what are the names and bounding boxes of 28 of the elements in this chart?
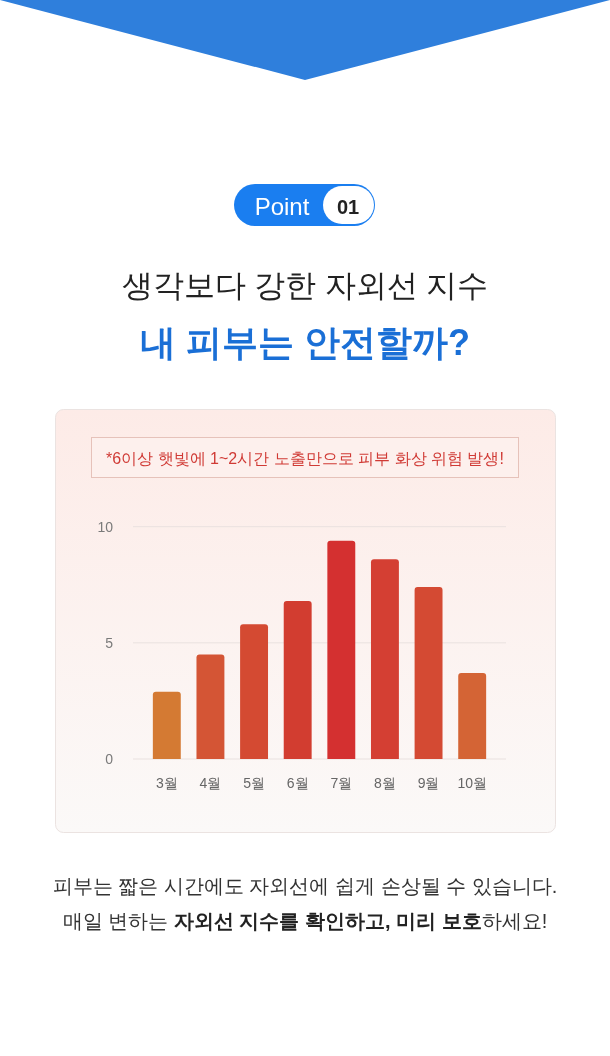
text: 01: [336, 196, 360, 218]
x-tick-label: 3월: [155, 775, 178, 791]
x-tick-label: 10월: [457, 775, 487, 791]
bar: [283, 601, 312, 759]
y-tick-label: 5: [105, 634, 114, 651]
x-tick-label: 4월: [199, 775, 222, 791]
bar: [458, 673, 487, 759]
bar: [240, 624, 269, 759]
text: 매일 변하는: [62, 910, 174, 932]
x-tick-label: 6월: [286, 775, 309, 791]
text: Point: [254, 193, 310, 220]
bar: [370, 559, 399, 759]
bar: [327, 540, 356, 759]
x-tick-label: 9월: [417, 775, 440, 791]
chart-title: 생각보다 강한 자외선 지수: [121, 268, 489, 303]
y-tick-label: 10: [97, 518, 114, 535]
text: *6이상 햇빛에 1~2시간 노출만으로 피부 화상 위험 발생!: [106, 450, 504, 467]
bar: [152, 691, 181, 759]
text: 하세요!: [481, 910, 548, 932]
text: 자외선 지수를 확인하고, 미리 보호: [173, 910, 482, 932]
x-tick-label: 7월: [330, 775, 353, 791]
x-tick-label: 5월: [243, 775, 265, 791]
bar: [414, 587, 443, 759]
bar: [196, 654, 225, 759]
chart-subtitle: 내 피부는 안전할까?: [140, 322, 470, 363]
x-tick-label: 8월: [374, 775, 396, 791]
text: 피부는 짧은 시간에도 자외선에 쉽게 손상될 수 있습니다.: [52, 875, 558, 897]
y-tick-label: 0: [105, 751, 114, 767]
